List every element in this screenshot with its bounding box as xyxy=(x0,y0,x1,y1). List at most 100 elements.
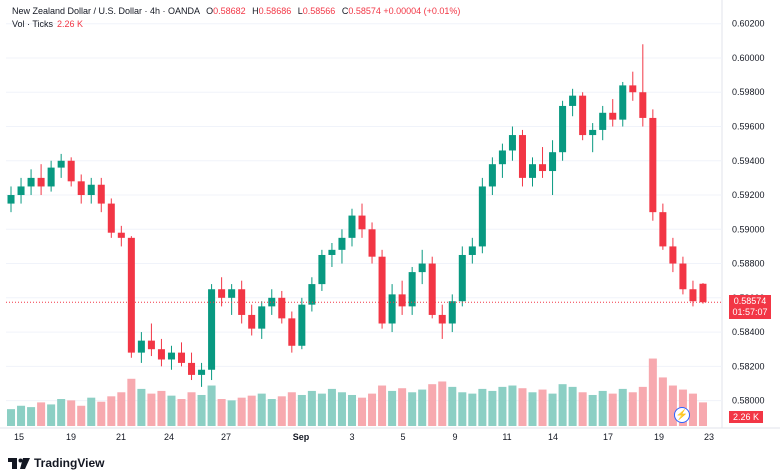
x-tick-label: 17 xyxy=(603,432,613,442)
volume-bar xyxy=(578,392,587,426)
volume-legend[interactable]: Vol · Ticks 2.26 K xyxy=(12,19,83,29)
candle-body xyxy=(157,349,165,360)
volume-bar xyxy=(658,377,667,426)
volume-bar xyxy=(558,384,567,426)
symbol-legend[interactable]: New Zealand Dollar / U.S. Dollar · 4h · … xyxy=(12,6,460,16)
candle-body xyxy=(57,160,65,168)
volume-bar xyxy=(638,386,647,426)
volume-bar xyxy=(548,393,557,426)
x-tick-label: 3 xyxy=(349,432,354,442)
candle-body xyxy=(127,237,135,353)
volume-bar xyxy=(287,392,296,426)
volume-value: 2.26 K xyxy=(57,19,84,29)
volume-bar xyxy=(438,381,447,426)
volume-bar xyxy=(7,409,16,426)
volume-bar xyxy=(117,392,126,426)
candle-body xyxy=(679,263,687,290)
candle-body xyxy=(167,352,175,360)
volume-bar xyxy=(698,402,707,426)
candle-body xyxy=(619,85,627,120)
candle-body xyxy=(518,135,526,178)
candle-body xyxy=(639,92,647,118)
volume-bar xyxy=(378,385,387,426)
volume-bar xyxy=(327,388,336,426)
open-label: O xyxy=(206,6,214,16)
volume-bar xyxy=(538,389,547,426)
volume-bar xyxy=(568,386,577,426)
volume-bar xyxy=(398,388,407,426)
volume-bar xyxy=(57,399,66,426)
volume-bar xyxy=(418,389,427,426)
volume-bar xyxy=(37,402,46,426)
candle-body xyxy=(328,249,336,255)
volume-bar xyxy=(107,396,116,426)
x-tick-label: 21 xyxy=(116,432,126,442)
volume-bar xyxy=(468,393,477,426)
candle-body xyxy=(117,232,125,238)
volume-bar xyxy=(608,393,617,426)
logo-text: TradingView xyxy=(34,456,105,470)
volume-bar xyxy=(17,405,26,426)
volume-bar xyxy=(347,394,356,426)
candle-body xyxy=(609,112,617,120)
volume-bar xyxy=(307,390,316,426)
candle-body xyxy=(699,283,707,303)
volume-bar xyxy=(227,400,236,426)
candle-body xyxy=(398,294,406,307)
candle-body xyxy=(177,352,186,363)
x-tick-label: 11 xyxy=(502,432,511,442)
candle-body xyxy=(428,263,436,315)
candle-body xyxy=(318,254,326,285)
volume-bar xyxy=(257,393,266,426)
tradingview-logo[interactable]: TradingView xyxy=(8,456,104,470)
volume-bar xyxy=(508,385,517,426)
bar-countdown: 01:57:07 xyxy=(732,307,768,318)
volume-bar xyxy=(207,385,216,426)
candle-body xyxy=(528,164,537,178)
open-value: 0.58682 xyxy=(213,6,246,16)
candle-body xyxy=(87,184,95,196)
candle-body xyxy=(448,301,456,324)
volume-bar xyxy=(277,396,286,426)
volume-bar xyxy=(428,384,437,426)
close-label: C xyxy=(341,6,349,16)
symbol-title[interactable]: New Zealand Dollar / U.S. Dollar · 4h · … xyxy=(12,6,200,16)
candle-body xyxy=(278,297,286,319)
last-price-badge: 0.58574 01:57:07 xyxy=(729,295,771,320)
volume-bar xyxy=(87,397,96,426)
volume-bar xyxy=(488,390,497,426)
candle-body xyxy=(67,160,75,182)
candle-body xyxy=(368,229,376,257)
volume-bar xyxy=(368,393,377,426)
volume-bar xyxy=(598,390,607,426)
y-tick-label: 0.59400 xyxy=(732,156,765,166)
candle-body xyxy=(539,164,547,172)
candle-body xyxy=(488,164,496,187)
candle-body xyxy=(107,203,115,233)
high-label: H xyxy=(252,6,259,16)
candle-body xyxy=(238,289,246,315)
candle-body xyxy=(629,85,637,93)
candle-body xyxy=(97,184,105,204)
lightning-icon[interactable]: ⚡ xyxy=(674,407,690,423)
volume-bar xyxy=(67,400,76,426)
y-tick-label: 0.59800 xyxy=(732,87,765,97)
volume-bar xyxy=(147,393,156,426)
candle-body xyxy=(37,177,45,187)
x-tick-label: 23 xyxy=(704,432,714,442)
volume-bar xyxy=(498,386,507,426)
y-tick-label: 0.59000 xyxy=(732,224,765,234)
candle-body xyxy=(599,112,607,130)
candle-body xyxy=(498,150,506,165)
candle-body xyxy=(218,289,226,298)
x-tick-label: 9 xyxy=(452,432,457,442)
candle-body xyxy=(47,167,55,187)
volume-bar xyxy=(167,395,176,426)
candle-body xyxy=(659,212,667,247)
volume-bar xyxy=(267,399,276,426)
candle-body xyxy=(338,237,346,250)
candle-body xyxy=(388,294,396,324)
volume-bar xyxy=(247,395,256,426)
